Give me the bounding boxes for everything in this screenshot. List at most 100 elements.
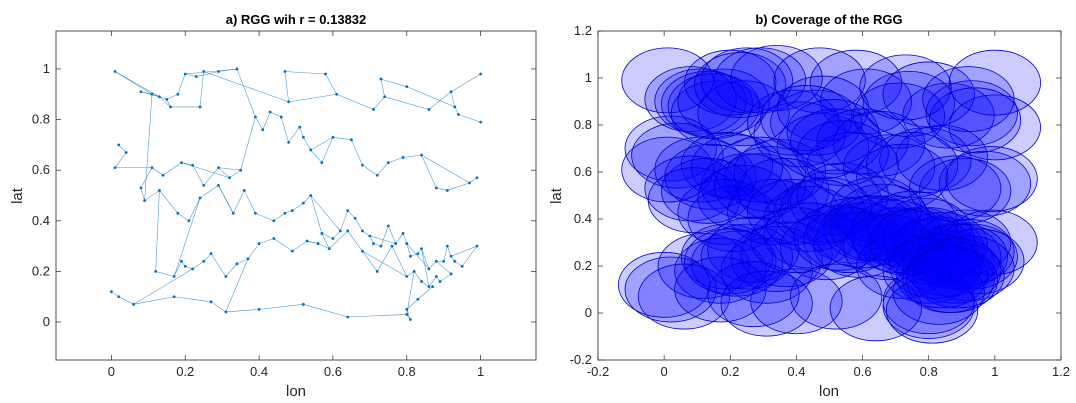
coverage-circle [677, 68, 770, 135]
coverage-circle [842, 134, 936, 201]
coverage-circle [882, 268, 975, 335]
coverage-circle [945, 146, 1038, 212]
graph-node [335, 92, 339, 96]
graph-edge [188, 197, 201, 221]
graph-node [361, 163, 364, 167]
graph-node [169, 105, 172, 109]
graph-edge [369, 235, 396, 244]
graph-node [257, 242, 261, 245]
coverage-circle [750, 207, 843, 274]
graph-node [434, 259, 438, 263]
graph-node [202, 70, 206, 73]
graph-edge [369, 235, 374, 244]
graph-node [405, 85, 409, 89]
graph-edge [454, 106, 459, 115]
graph-edge [384, 96, 429, 110]
coverage-circle [866, 132, 959, 198]
graph-node [298, 125, 302, 129]
graph-edge [421, 154, 437, 189]
graph-node [394, 242, 398, 245]
panel-a-y-ticks: 0 0.2 0.4 0.6 0.8 1 [32, 61, 536, 329]
graph-edge [196, 71, 219, 77]
graph-node [253, 211, 257, 215]
coverage-circle [945, 209, 1038, 276]
graph-node [420, 153, 423, 157]
graph-edge [351, 139, 363, 166]
graph-node [338, 229, 342, 233]
panel-b-coverage: b) Coverage of the RGG -0.2 0 0.2 0.4 0.6 0.8… [548, 12, 1070, 400]
panel-b-xtick-label: 0.2 [721, 364, 739, 379]
graph-node [327, 247, 331, 251]
graph-node [180, 161, 183, 165]
graph-node [442, 259, 446, 263]
graph-edge [325, 73, 337, 95]
graph-node [409, 318, 412, 321]
graph-edge [406, 299, 419, 310]
graph-node [434, 186, 438, 190]
graph-edge [140, 187, 145, 201]
graph-node [301, 201, 305, 205]
graph-edge [199, 185, 219, 199]
graph-node [257, 307, 261, 311]
graph-edge [406, 243, 430, 270]
coverage-circle [928, 87, 1022, 154]
graph-node [150, 166, 154, 170]
panel-b-xtick-label: 1.2 [1052, 364, 1070, 379]
graph-node [180, 259, 183, 263]
graph-edge [347, 210, 356, 219]
panel-a-xtick-label: 0.6 [324, 364, 342, 379]
graph-node [409, 254, 412, 258]
graph-node [479, 72, 483, 76]
graph-edge [192, 261, 204, 270]
graph-edge [421, 281, 430, 287]
graph-node [224, 275, 228, 278]
coverage-circle [793, 204, 886, 271]
graph-node [143, 199, 147, 202]
coverage-circle [773, 47, 866, 114]
coverage-circle [770, 89, 863, 156]
graph-node [198, 105, 202, 109]
graph-edge [118, 144, 127, 153]
panel-a-axes-frame [55, 30, 537, 361]
graph-edge [273, 238, 293, 252]
coverage-circle [922, 235, 1015, 302]
graph-node [139, 186, 143, 190]
graph-edge [469, 177, 478, 184]
graph-edge [380, 79, 385, 97]
graph-node [191, 267, 195, 271]
panel-b-y-ticks: -0.2 0 0.2 0.4 0.6 0.8 1 1.2 [570, 23, 1061, 367]
graph-edge [428, 261, 437, 270]
coverage-circle [657, 233, 750, 299]
coverage-circle [806, 132, 899, 198]
graph-edge [114, 152, 127, 168]
graph-node [209, 300, 213, 304]
coverage-circle [829, 275, 922, 342]
coverage-circle [637, 263, 731, 330]
graph-edge [218, 167, 230, 178]
graph-edge [406, 271, 415, 315]
graph-node [453, 259, 457, 263]
graph-edge [362, 250, 407, 277]
graph-edge [236, 258, 249, 265]
graph-edge [236, 68, 256, 118]
graph-edge [173, 261, 182, 277]
panel-b-ytick-label: -0.2 [570, 352, 592, 367]
graph-node [183, 264, 187, 268]
graph-edge [258, 238, 274, 244]
panel-a-xtick-label: 0.4 [250, 364, 268, 379]
graph-node [346, 209, 350, 213]
panel-a-y-label: lat [9, 187, 26, 204]
graph-node [390, 244, 394, 248]
graph-edge [391, 245, 408, 277]
graph-node [217, 166, 220, 170]
coverage-circle [700, 223, 793, 290]
panel-b-xtick-label: 0 [661, 364, 668, 379]
graph-node [353, 216, 357, 220]
graph-edge [210, 301, 227, 313]
graph-node [405, 275, 409, 278]
graph-edge [199, 71, 204, 107]
panel-a-ytick-label: 0.8 [32, 112, 50, 127]
graph-edge [373, 96, 385, 110]
graph-edge [218, 68, 237, 72]
